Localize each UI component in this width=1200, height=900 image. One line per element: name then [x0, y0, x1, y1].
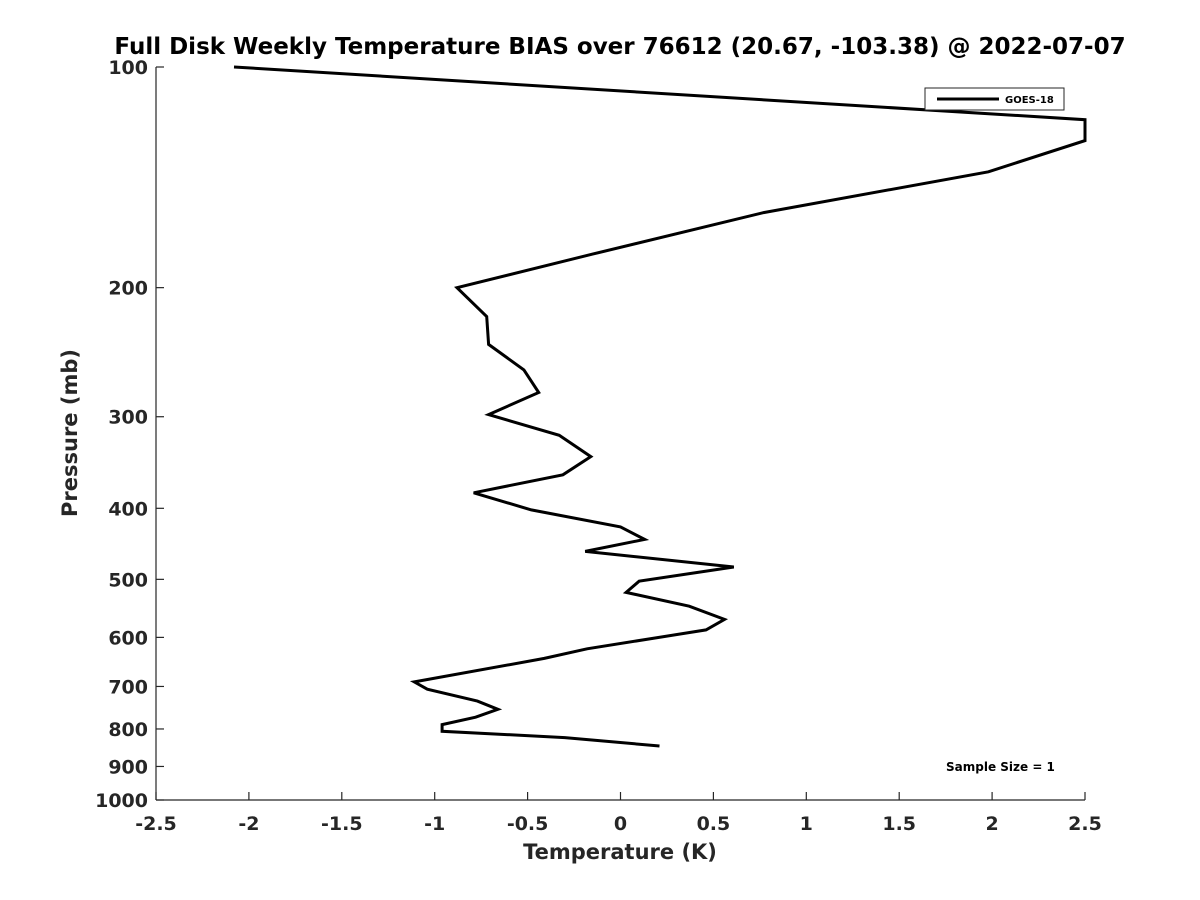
x-tick-label: 0 [614, 813, 627, 835]
y-tick-label: 700 [108, 676, 148, 698]
y-tick-label: 800 [108, 719, 148, 741]
series-layer [233, 65, 1087, 748]
y-tick-label: 200 [108, 278, 148, 300]
x-tick-label: 1.5 [882, 813, 916, 835]
x-tick-label: 1 [800, 813, 813, 835]
sample-size-annotation: Sample Size = 1 [946, 760, 1055, 774]
x-ticks: -2.5 -2 -1.5 -1 -0.5 0 0.5 1 1.5 2 2.5 [135, 792, 1102, 835]
y-tick-label: 300 [108, 407, 148, 429]
y-tick-label: 100 [108, 57, 148, 79]
legend: GOES-18 [924, 87, 1065, 111]
y-ticks: 100 200 300 400 500 600 700 800 900 1000 [95, 57, 164, 812]
chart-title: Full Disk Weekly Temperature BIAS over 7… [114, 34, 1125, 60]
y-tick-label: 500 [108, 569, 148, 591]
x-tick-label: -2 [238, 813, 259, 835]
y-tick-label: 1000 [95, 790, 148, 812]
y-axis-label: Pressure (mb) [58, 349, 82, 517]
y-tick-label: 600 [108, 627, 148, 649]
x-tick-label: 0.5 [697, 813, 731, 835]
y-tick-label: 900 [108, 756, 148, 778]
y-tick-label: 400 [108, 498, 148, 520]
x-axis-label: Temperature (K) [523, 840, 717, 864]
plot-area [156, 67, 1085, 800]
x-tick-label: 2 [985, 813, 998, 835]
x-tick-label: -1.5 [321, 813, 363, 835]
x-tick-label: -0.5 [507, 813, 549, 835]
series-line-goes-18 [233, 65, 1087, 748]
x-tick-label: -1 [424, 813, 445, 835]
x-tick-label: -2.5 [135, 813, 177, 835]
legend-entry-goes-18: GOES-18 [1005, 95, 1054, 106]
x-tick-label: 2.5 [1068, 813, 1102, 835]
